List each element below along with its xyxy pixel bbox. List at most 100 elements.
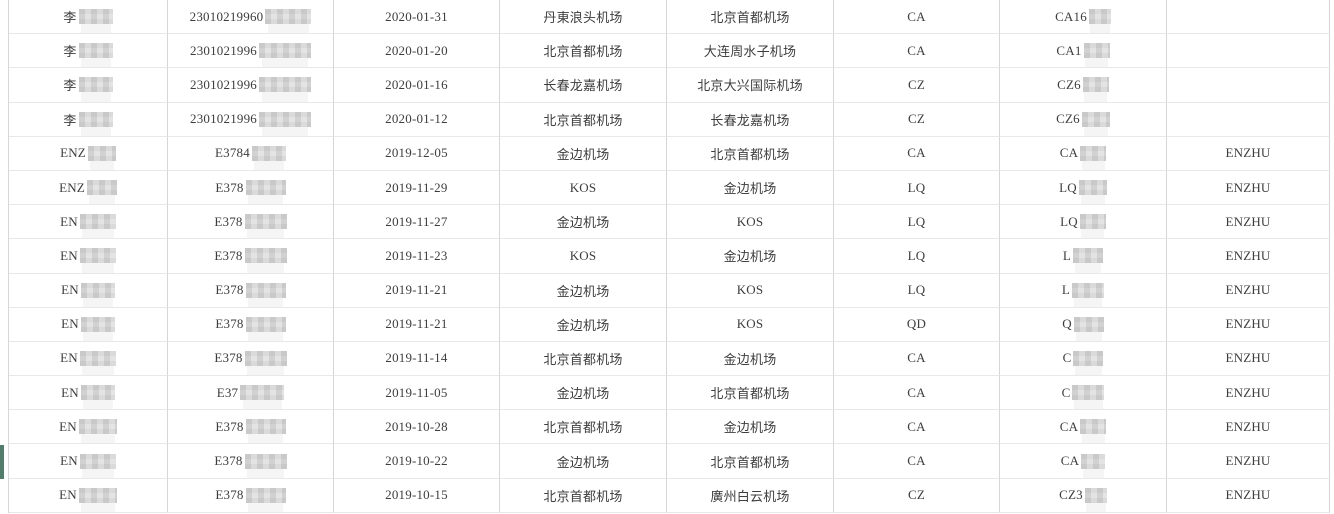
cell-flight-number[interactable]: CA1 bbox=[1000, 34, 1167, 69]
cell-remark[interactable] bbox=[1167, 68, 1330, 103]
cell-departure-airport[interactable]: 金边机场 bbox=[500, 205, 667, 240]
cell-flight-number[interactable]: CA bbox=[1000, 136, 1167, 171]
cell-airline-code[interactable]: CZ bbox=[834, 478, 1000, 513]
cell-airline-code[interactable]: QD bbox=[834, 307, 1000, 342]
cell-arrival-airport[interactable]: 北京首都机场 bbox=[667, 444, 834, 479]
cell-passenger-name[interactable]: ENZ bbox=[9, 170, 168, 206]
cell-remark[interactable]: ENZHU bbox=[1167, 239, 1330, 274]
cell-arrival-airport[interactable]: 金边机场 bbox=[667, 239, 834, 274]
cell-flight-date[interactable]: 2019-12-05 bbox=[334, 136, 500, 171]
cell-flight-date[interactable]: 2019-11-21 bbox=[334, 273, 500, 308]
cell-remark[interactable]: ENZHU bbox=[1167, 341, 1330, 377]
cell-flight-number[interactable]: CZ6 bbox=[1000, 68, 1167, 103]
cell-departure-airport[interactable]: 北京首都机场 bbox=[500, 102, 667, 137]
cell-departure-airport[interactable]: 北京首都机场 bbox=[500, 341, 667, 377]
cell-airline-code[interactable]: CA bbox=[834, 410, 1000, 445]
cell-flight-date[interactable]: 2019-11-21 bbox=[334, 307, 500, 342]
cell-arrival-airport[interactable]: KOS bbox=[667, 273, 834, 308]
cell-departure-airport[interactable]: 金边机场 bbox=[500, 376, 667, 411]
cell-flight-date[interactable]: 2019-11-23 bbox=[334, 239, 500, 274]
cell-departure-airport[interactable]: 北京首都机场 bbox=[500, 410, 667, 445]
cell-arrival-airport[interactable]: 长春龙嘉机场 bbox=[667, 102, 834, 137]
cell-flight-number[interactable]: L bbox=[1000, 273, 1167, 308]
cell-airline-code[interactable]: CA bbox=[834, 444, 1000, 479]
cell-arrival-airport[interactable]: 金边机场 bbox=[667, 410, 834, 445]
cell-flight-date[interactable]: 2020-01-20 bbox=[334, 34, 500, 69]
cell-flight-number[interactable]: CA bbox=[1000, 410, 1167, 445]
cell-document-number[interactable]: E378 bbox=[168, 170, 334, 206]
cell-passenger-name[interactable]: 李 bbox=[9, 34, 168, 69]
cell-document-number[interactable]: E37 bbox=[168, 376, 334, 411]
cell-airline-code[interactable]: LQ bbox=[834, 239, 1000, 274]
cell-flight-date[interactable]: 2019-11-27 bbox=[334, 205, 500, 240]
cell-passenger-name[interactable]: EN bbox=[9, 376, 168, 411]
cell-flight-date[interactable]: 2020-01-16 bbox=[334, 68, 500, 103]
cell-passenger-name[interactable]: EN bbox=[9, 341, 168, 377]
cell-arrival-airport[interactable]: 北京首都机场 bbox=[667, 136, 834, 171]
cell-flight-number[interactable]: LQ bbox=[1000, 170, 1167, 206]
cell-document-number[interactable]: 2301021996 bbox=[168, 68, 334, 103]
cell-document-number[interactable]: E378 bbox=[168, 478, 334, 513]
cell-arrival-airport[interactable]: KOS bbox=[667, 205, 834, 240]
cell-departure-airport[interactable]: 丹東浪头机场 bbox=[500, 0, 667, 35]
cell-remark[interactable]: ENZHU bbox=[1167, 136, 1330, 171]
cell-departure-airport[interactable]: 金边机场 bbox=[500, 273, 667, 308]
cell-flight-date[interactable]: 2019-11-29 bbox=[334, 170, 500, 206]
cell-remark[interactable]: ENZHU bbox=[1167, 170, 1330, 206]
cell-document-number[interactable]: 2301021996 bbox=[168, 34, 334, 69]
cell-remark[interactable] bbox=[1167, 102, 1330, 137]
cell-passenger-name[interactable]: EN bbox=[9, 478, 168, 513]
cell-departure-airport[interactable]: KOS bbox=[500, 170, 667, 206]
cell-passenger-name[interactable]: EN bbox=[9, 307, 168, 342]
cell-document-number[interactable]: E378 bbox=[168, 239, 334, 274]
cell-flight-date[interactable]: 2020-01-12 bbox=[334, 102, 500, 137]
cell-remark[interactable]: ENZHU bbox=[1167, 410, 1330, 445]
cell-departure-airport[interactable]: 长春龙嘉机场 bbox=[500, 68, 667, 103]
cell-arrival-airport[interactable]: KOS bbox=[667, 307, 834, 342]
cell-document-number[interactable]: 23010219960 bbox=[168, 0, 334, 35]
cell-arrival-airport[interactable]: 北京首都机场 bbox=[667, 0, 834, 35]
cell-remark[interactable] bbox=[1167, 34, 1330, 69]
cell-passenger-name[interactable]: EN bbox=[9, 410, 168, 445]
cell-departure-airport[interactable]: KOS bbox=[500, 239, 667, 274]
cell-airline-code[interactable]: CA bbox=[834, 376, 1000, 411]
cell-flight-date[interactable]: 2020-01-31 bbox=[334, 0, 500, 35]
cell-arrival-airport[interactable]: 廣州白云机场 bbox=[667, 478, 834, 513]
cell-flight-date[interactable]: 2019-10-22 bbox=[334, 444, 500, 479]
cell-flight-date[interactable]: 2019-11-05 bbox=[334, 376, 500, 411]
cell-airline-code[interactable]: CA bbox=[834, 0, 1000, 35]
cell-document-number[interactable]: E378 bbox=[168, 205, 334, 240]
cell-passenger-name[interactable]: EN bbox=[9, 239, 168, 274]
cell-flight-number[interactable]: CA bbox=[1000, 444, 1167, 479]
cell-document-number[interactable]: E3784 bbox=[168, 136, 334, 171]
cell-document-number[interactable]: E378 bbox=[168, 273, 334, 308]
cell-passenger-name[interactable]: 李 bbox=[9, 102, 168, 137]
cell-remark[interactable]: ENZHU bbox=[1167, 376, 1330, 411]
cell-remark[interactable]: ENZHU bbox=[1167, 478, 1330, 513]
cell-document-number[interactable]: E378 bbox=[168, 444, 334, 479]
cell-flight-number[interactable]: LQ bbox=[1000, 205, 1167, 240]
cell-airline-code[interactable]: CZ bbox=[834, 68, 1000, 103]
cell-airline-code[interactable]: LQ bbox=[834, 273, 1000, 308]
cell-flight-number[interactable]: Q bbox=[1000, 307, 1167, 342]
cell-passenger-name[interactable]: EN bbox=[9, 273, 168, 308]
cell-document-number[interactable]: E378 bbox=[168, 410, 334, 445]
cell-flight-number[interactable]: L bbox=[1000, 239, 1167, 274]
cell-remark[interactable]: ENZHU bbox=[1167, 307, 1330, 342]
cell-flight-date[interactable]: 2019-10-28 bbox=[334, 410, 500, 445]
cell-airline-code[interactable]: LQ bbox=[834, 205, 1000, 240]
cell-airline-code[interactable]: CA bbox=[834, 136, 1000, 171]
cell-flight-date[interactable]: 2019-11-14 bbox=[334, 341, 500, 377]
cell-remark[interactable]: ENZHU bbox=[1167, 444, 1330, 479]
cell-passenger-name[interactable]: 李 bbox=[9, 68, 168, 103]
cell-departure-airport[interactable]: 北京首都机场 bbox=[500, 34, 667, 69]
cell-arrival-airport[interactable]: 北京首都机场 bbox=[667, 376, 834, 411]
cell-arrival-airport[interactable]: 金边机场 bbox=[667, 341, 834, 377]
cell-arrival-airport[interactable]: 大连周水子机场 bbox=[667, 34, 834, 69]
cell-document-number[interactable]: 2301021996 bbox=[168, 102, 334, 137]
cell-airline-code[interactable]: LQ bbox=[834, 170, 1000, 206]
cell-passenger-name[interactable]: ENZ bbox=[9, 136, 168, 171]
cell-document-number[interactable]: E378 bbox=[168, 307, 334, 342]
cell-passenger-name[interactable]: EN bbox=[9, 444, 168, 479]
cell-remark[interactable] bbox=[1167, 0, 1330, 35]
